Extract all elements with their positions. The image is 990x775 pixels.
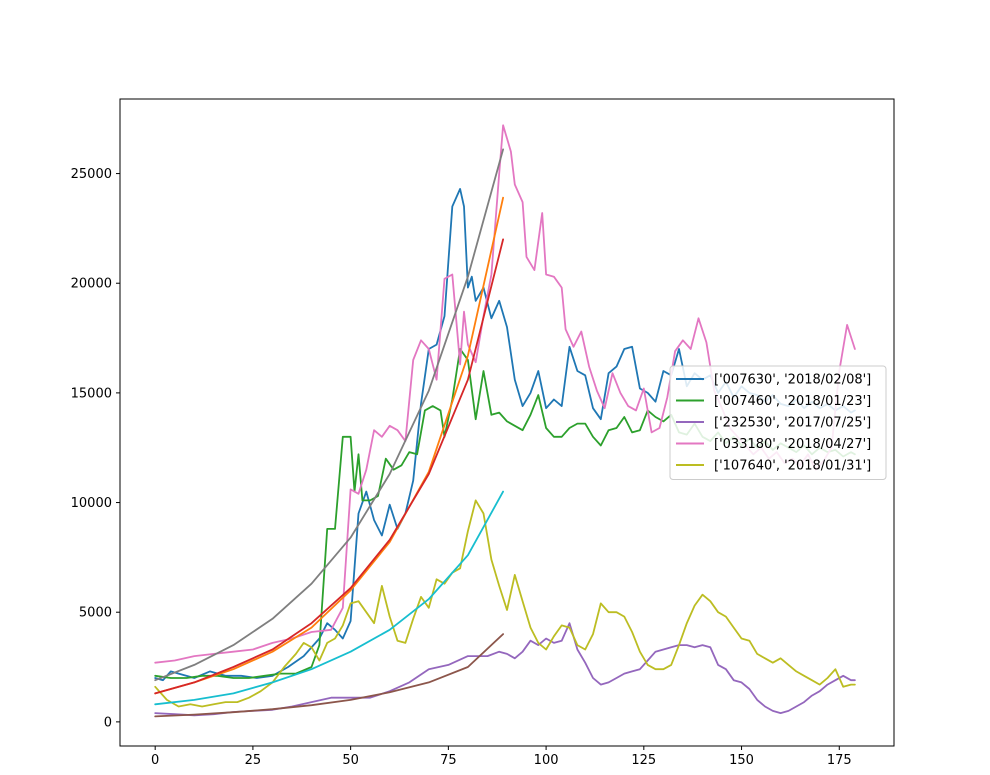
- legend-label: ['007630', '2018/02/08']: [714, 373, 871, 388]
- y-tick-label: 0: [104, 715, 112, 730]
- x-axis: 0 25 50 75 100 125 150 175: [151, 746, 852, 768]
- y-tick-label: 20000: [71, 277, 112, 292]
- x-tick-label: 150: [729, 753, 754, 768]
- legend-label: ['007460', '2018/01/23']: [714, 394, 871, 409]
- fit-curve-line-6: [154, 238, 504, 695]
- fit-curve-line-8: [154, 490, 504, 706]
- fit-curve-line-7: [154, 148, 504, 682]
- legend-label: ['232530', '2017/07/25']: [714, 416, 871, 431]
- x-tick-label: 25: [245, 753, 262, 768]
- legend-box: [669, 365, 887, 480]
- axes-frame: [119, 98, 895, 747]
- x-tick-label: 50: [342, 753, 359, 768]
- series-line-4: [154, 499, 856, 708]
- x-tick-label: 125: [631, 753, 656, 768]
- fit-curve-line-5: [154, 196, 504, 695]
- x-tick-label: 100: [534, 753, 559, 768]
- y-tick-label: 15000: [71, 386, 112, 401]
- x-tick-label: 75: [440, 753, 457, 768]
- legend: ['007630', '2018/02/08'] ['007460', '2018…: [669, 365, 887, 480]
- y-tick-label: 5000: [79, 606, 112, 621]
- legend-label: ['107640', '2018/01/31']: [714, 459, 871, 474]
- series-lines: [154, 124, 856, 718]
- x-tick-label: 175: [827, 753, 852, 768]
- y-axis: 0 5000 10000 15000 20000 25000: [71, 167, 120, 730]
- y-tick-label: 10000: [71, 496, 112, 511]
- y-tick-label: 25000: [71, 167, 112, 182]
- legend-label: ['033180', '2018/04/27']: [714, 437, 871, 452]
- x-tick-label: 0: [151, 753, 159, 768]
- fit-curve-line-9: [154, 633, 504, 718]
